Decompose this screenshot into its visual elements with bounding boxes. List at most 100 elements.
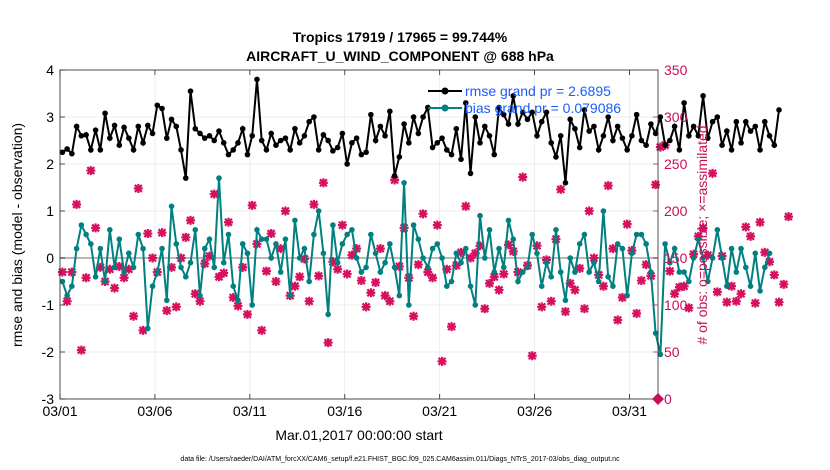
bias-point [201, 245, 208, 252]
obs-possible-marker [501, 271, 507, 277]
obs-assimilated-marker [494, 285, 504, 295]
obs-possible-marker [263, 268, 270, 274]
obs-assimilated-marker [632, 308, 642, 318]
obs-assimilated-marker [404, 273, 414, 283]
obs-assimilated-marker [223, 217, 233, 227]
rmse-point [453, 125, 460, 132]
obs-assimilated-marker [480, 304, 490, 314]
bias-point [391, 264, 398, 271]
bias-point [572, 269, 578, 275]
obs-possible-marker [619, 294, 626, 301]
obs-assimilated-marker [214, 272, 224, 282]
bias-point [638, 231, 645, 238]
obs-possible-marker [306, 298, 312, 304]
rmse-point [344, 161, 350, 167]
obs-possible-marker [572, 287, 578, 293]
obs-possible-marker [429, 275, 436, 281]
obs-possible-marker [78, 347, 84, 353]
obs-assimilated-marker [466, 253, 476, 263]
y-right-tick-label: 0 [664, 391, 672, 407]
bias-point [92, 274, 99, 280]
obs-possible-marker [463, 203, 469, 209]
rmse-point [358, 151, 365, 158]
bias-point [548, 274, 555, 280]
obs-assimilated-marker [451, 261, 461, 271]
rmse-point [173, 123, 180, 130]
obs-assimilated-marker [518, 172, 528, 182]
obs-assimilated-marker [774, 297, 784, 307]
obs-possible-marker [249, 202, 255, 208]
obs-possible-marker [681, 283, 687, 289]
obs-assimilated-marker [413, 260, 423, 270]
rmse-point [206, 133, 213, 139]
obs-assimilated-marker [181, 232, 191, 242]
bias-point [462, 245, 469, 252]
obs-possible-marker [292, 283, 298, 289]
obs-possible-marker [297, 274, 303, 280]
obs-assimilated-marker [437, 356, 447, 366]
obs-assimilated-marker [560, 307, 570, 317]
obs-assimilated-marker [703, 250, 713, 260]
rmse-point [64, 146, 70, 152]
rmse-point [363, 149, 369, 156]
bias-point [557, 269, 564, 275]
bias-point [743, 264, 749, 271]
obs-assimilated-marker [328, 257, 338, 267]
obs-assimilated-marker [133, 183, 143, 193]
bias-point [629, 250, 635, 257]
obs-assimilated-marker [418, 209, 428, 219]
obs-assimilated-marker [342, 269, 352, 279]
rmse-point [728, 147, 735, 153]
x-tick-label: 03/21 [422, 403, 457, 419]
obs-assimilated-marker [81, 273, 91, 283]
rmse-point [254, 76, 260, 83]
rmse-point [771, 142, 778, 148]
obs-assimilated-marker [280, 206, 290, 216]
obs-assimilated-marker [779, 279, 789, 289]
bias-point [543, 259, 550, 266]
obs-possible-marker [752, 300, 758, 306]
rmse-point [339, 130, 346, 137]
obs-possible-marker [377, 246, 383, 252]
obs-possible-marker [216, 274, 222, 280]
bias-series [59, 175, 773, 358]
obs-possible-marker [325, 339, 331, 346]
obs-assimilated-marker [470, 248, 480, 258]
bias-point [595, 278, 602, 285]
obs-possible-marker [135, 185, 141, 192]
rmse-point [239, 125, 246, 132]
bias-point [481, 255, 488, 261]
obs-possible-marker [140, 327, 146, 333]
bias-point [396, 292, 403, 299]
rmse-point [600, 133, 607, 139]
x-axis-label: Mar.01,2017 00:00:00 start [275, 427, 442, 443]
bias-point [467, 283, 474, 290]
obs-possible-marker [74, 201, 80, 208]
bias-point [676, 269, 683, 275]
y-right-tick-label: 350 [664, 62, 688, 78]
bias-point [453, 250, 460, 257]
y-left-tick-label: -2 [42, 344, 55, 360]
obs-assimilated-marker [432, 220, 442, 230]
obs-possible-marker [259, 327, 265, 333]
obs-assimilated-marker [299, 254, 309, 264]
bias-point [667, 259, 673, 266]
obs-assimilated-marker [475, 241, 485, 251]
rmse-line [61, 79, 780, 183]
obs-possible-marker [164, 308, 170, 314]
rmse-point [510, 93, 517, 99]
rmse-point [353, 135, 360, 141]
obs-assimilated-marker [489, 272, 499, 282]
obs-possible-marker [111, 285, 118, 291]
obs-possible-marker [605, 183, 611, 189]
obs-assimilated-marker [712, 287, 722, 297]
obs-assimilated-marker [442, 264, 452, 274]
obs-possible-marker [183, 234, 189, 240]
rmse-point [462, 100, 469, 106]
obs-possible-marker [268, 230, 274, 237]
obs-assimilated-marker [352, 244, 362, 254]
rmse-point [538, 118, 545, 125]
obs-assimilated-marker [556, 184, 566, 194]
rmse-point [126, 135, 132, 141]
bias-point [700, 255, 706, 261]
